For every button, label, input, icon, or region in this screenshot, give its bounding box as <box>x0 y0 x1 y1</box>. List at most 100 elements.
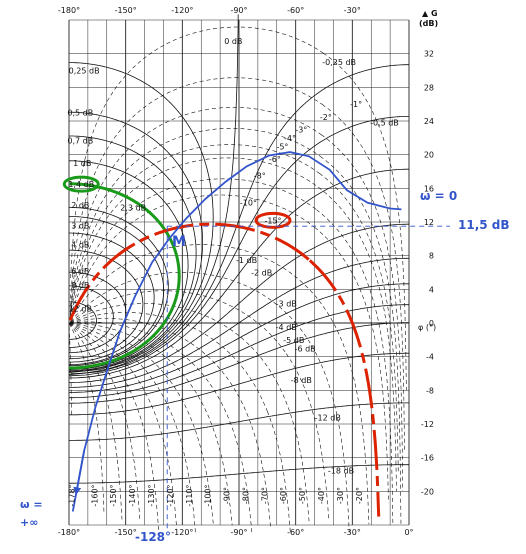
magnitude-contour <box>68 116 409 377</box>
magnitude-contour-label: -18 dB <box>328 466 354 475</box>
phase-contour-label-top: -1° <box>350 100 362 109</box>
magnitude-contour-label: -0,25 dB <box>322 58 356 67</box>
highlighted-phase-contour <box>68 222 381 517</box>
magnitude-contour-label: 0,5 dB <box>67 109 93 118</box>
x-tick-top: -90° <box>230 6 247 15</box>
phase-contour-label-top: -8° <box>254 172 266 181</box>
y-tick: 12 <box>424 218 434 227</box>
phase-contour-label-bottom: -178° <box>68 484 77 506</box>
phase-contour <box>69 323 141 522</box>
phase-value-label: -128° <box>135 530 171 544</box>
phase-contour <box>69 323 159 533</box>
y-tick: -8 <box>426 386 434 395</box>
highlight-ring-1-4db <box>62 175 100 193</box>
highlighted-magnitude-contour <box>68 182 181 370</box>
phase-contour-label-bottom: -120° <box>166 484 175 506</box>
phase-contour <box>70 128 402 526</box>
y-tick: 16 <box>424 184 434 193</box>
phase-contour-label-top: -2° <box>320 113 332 122</box>
magnitude-contour-label: 0 dB <box>224 37 242 46</box>
phase-contour <box>69 312 291 532</box>
phase-contour-label-top: -4° <box>284 134 296 143</box>
phase-contour <box>70 26 407 391</box>
magnitude-contour <box>69 301 97 340</box>
magnitude-contour-label: 0,7 dB <box>67 136 93 145</box>
phase-contour-label-bottom: -90° <box>223 487 232 504</box>
magnitude-contour-label: -6 dB <box>295 344 316 353</box>
y-tick: 28 <box>424 83 434 92</box>
magnitude-contour <box>69 257 409 388</box>
x-tick-bottom: -150° <box>115 528 137 537</box>
magnitude-contour-label: -12 dB <box>315 413 341 422</box>
phase-contour-label-bottom: -110° <box>185 484 194 506</box>
phase-contour-label-top: -6° <box>269 155 281 164</box>
magnitude-contour-label: -1 dB <box>236 256 257 265</box>
omega-zero-label: ω = 0 <box>420 189 457 203</box>
highlighted-contours <box>62 175 381 517</box>
magnitude-contour <box>69 271 127 354</box>
magnitude-contour <box>68 160 189 370</box>
magnitude-contour <box>68 223 409 383</box>
x-tick-bottom: -60° <box>287 528 304 537</box>
magnitude-contour <box>68 64 409 376</box>
omega-inf-label-2: +∞ <box>20 516 38 529</box>
phase-contour <box>69 157 397 492</box>
phase-contour-label-top: -5° <box>276 142 288 151</box>
magnitude-contour <box>69 304 409 399</box>
phase-contour <box>70 322 233 526</box>
magnitude-contour <box>69 322 409 404</box>
magnitude-contour <box>69 352 409 416</box>
magnitude-contour-label: -5 dB <box>283 336 304 345</box>
locus-arrow <box>73 450 85 496</box>
phase-contour <box>70 107 404 492</box>
x-tick-top: -30° <box>344 6 361 15</box>
magnitude-contour-label: 0,25 dB <box>69 67 100 76</box>
phase-contour-label-bottom: -150° <box>109 484 118 506</box>
y-tick: 0 <box>429 319 434 328</box>
magnitude-contour-label: 4 dB <box>71 241 89 250</box>
magnitude-contour <box>69 232 155 363</box>
phase-contour <box>69 322 214 526</box>
x-tick-bottom: -30° <box>344 528 361 537</box>
y-tick: -12 <box>421 420 434 429</box>
y-tick: 20 <box>424 151 434 160</box>
phase-contour-label-top: -10° <box>240 199 257 208</box>
magnitude-contour-label: 6 dB <box>71 267 89 276</box>
magnitude-contour-label: 2,3 dB <box>120 204 146 213</box>
magnitude-contour-label: -4 dB <box>276 323 297 332</box>
y-axis-label: ▲ G (dB) <box>419 9 440 28</box>
magnitude-contour <box>69 464 409 484</box>
contour-grid <box>68 14 409 533</box>
x-tick-top: -60° <box>287 6 304 15</box>
magnitude-contour <box>69 283 409 393</box>
magnitude-contour <box>68 135 197 372</box>
tick-labels: -180° -150° -120° -90° -60° -30°-180° -150° -12… <box>58 6 434 537</box>
magnitude-contour-label: -8 dB <box>291 376 312 385</box>
x-tick-bottom: -120° <box>171 528 193 537</box>
magnitude-contour <box>70 14 239 375</box>
magnitude-contour <box>69 402 409 441</box>
y-tick: 32 <box>424 50 434 59</box>
phase-contour-label-bottom: -100° <box>204 484 213 506</box>
x-tick-bottom: -90° <box>230 528 247 537</box>
magnitude-contour-label: 3 dB <box>71 221 89 230</box>
phase-contour-label-top: -3° <box>295 125 307 134</box>
magnitude-contour-label: 12 dB <box>69 305 92 314</box>
phase-contour-label-bottom: -80° <box>241 487 250 504</box>
x-axis-label: φ (°) <box>418 323 436 332</box>
magnitude-contour-label: -2 dB <box>251 269 272 278</box>
phase-contour-label-bottom: -50° <box>298 487 307 504</box>
phase-contour-label-bottom: -20° <box>355 487 364 504</box>
magnitude-contour-label: 1,4 dB <box>68 180 94 189</box>
phase-contour-label-top: -15° <box>264 216 281 225</box>
phase-contour <box>69 178 394 526</box>
phase-contour <box>69 321 253 533</box>
y-axis-label-unit: (dB) <box>419 19 438 28</box>
x-tick-top: -150° <box>115 6 137 15</box>
phase-contour <box>68 326 72 418</box>
y-axis-label-g: ▲ G <box>422 9 438 18</box>
phase-contour <box>69 323 123 520</box>
phase-contour <box>69 318 271 529</box>
